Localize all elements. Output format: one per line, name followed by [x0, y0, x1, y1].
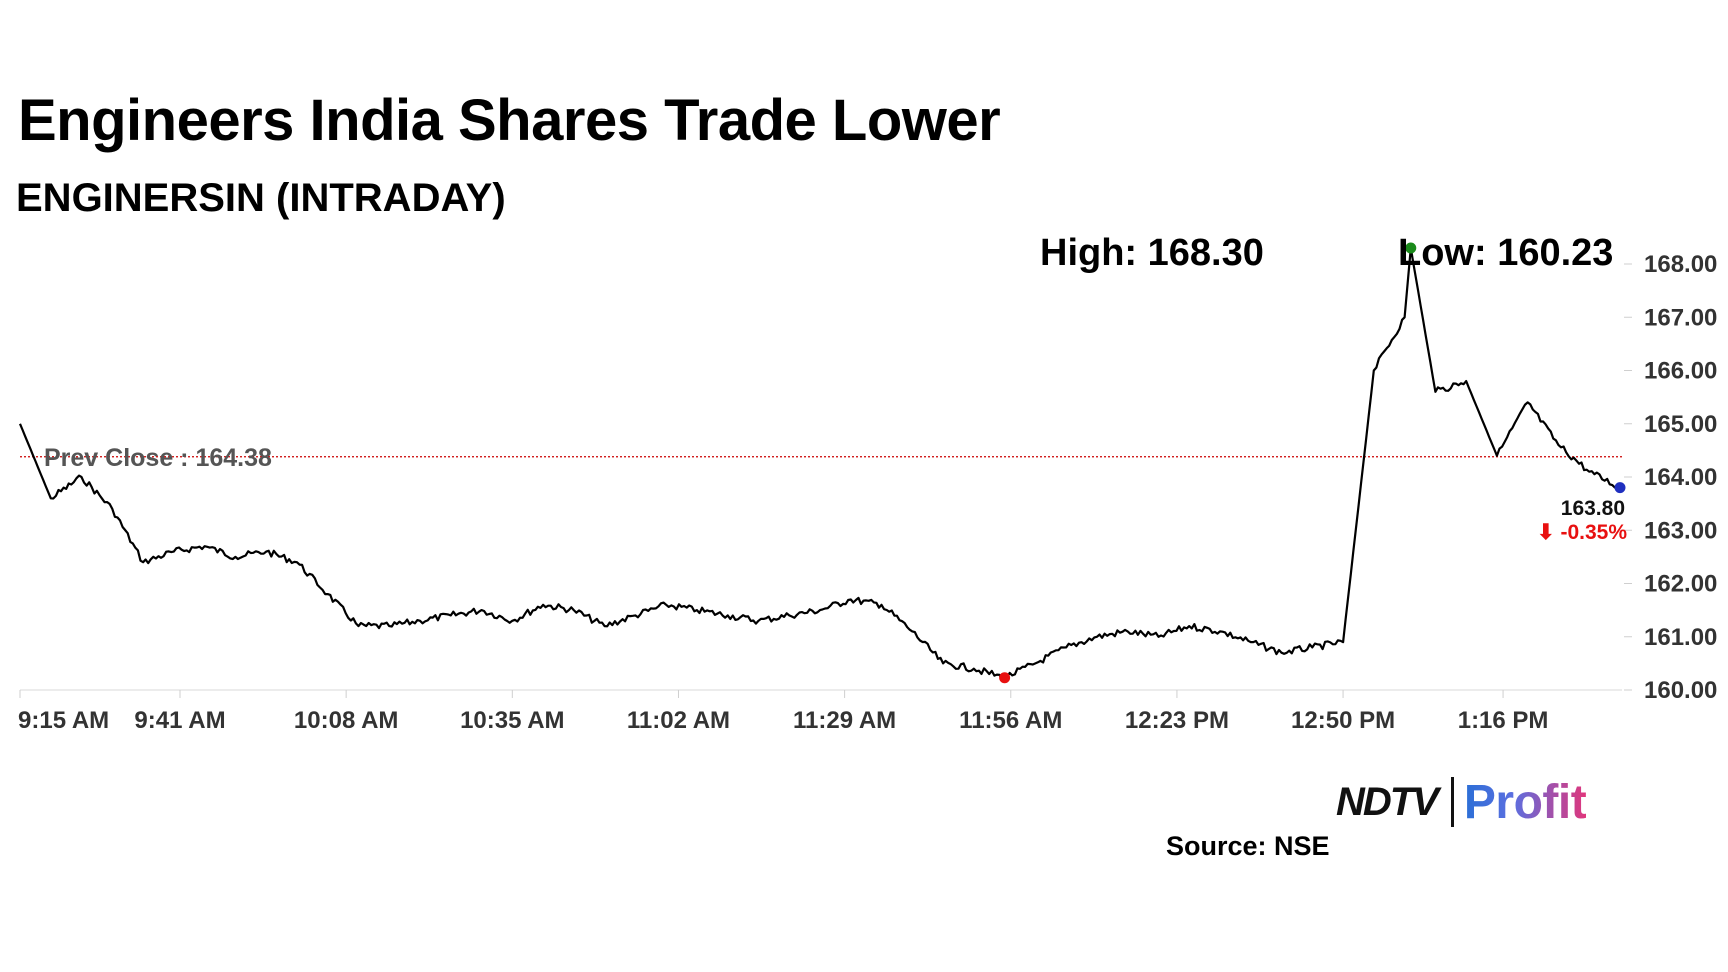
y-tick-label: 164.00: [1644, 464, 1717, 491]
x-tick-label: 12:23 PM: [1125, 707, 1229, 734]
x-tick-label: 10:35 AM: [460, 707, 564, 734]
prev-close-label: Prev Close : 164.38: [44, 444, 272, 472]
y-tick-label: 167.00: [1644, 304, 1717, 331]
x-tick-label: 11:02 AM: [627, 707, 730, 734]
chart-subtitle: ENGINERSIN (INTRADAY): [16, 176, 506, 220]
x-tick-label: 11:29 AM: [793, 707, 896, 734]
chart-title: Engineers India Shares Trade Lower: [18, 88, 1001, 153]
x-tick-label: 9:15 AM: [18, 707, 109, 734]
y-tick-label: 162.00: [1644, 571, 1717, 598]
x-tick-label: 12:50 PM: [1291, 707, 1395, 734]
source-note: Source: NSE: [1166, 831, 1330, 861]
x-tick-label: 11:56 AM: [959, 707, 1062, 734]
y-tick-label: 166.00: [1644, 358, 1717, 385]
y-tick-label: 165.00: [1644, 411, 1717, 438]
low-marker: [999, 672, 1011, 684]
y-tick-label: 163.00: [1644, 517, 1717, 544]
logo-profit-text: Profit: [1463, 775, 1587, 829]
price-line: [18, 246, 1621, 682]
ndtv-profit-logo: NDTV Profit: [1336, 775, 1587, 829]
x-tick-label: 10:08 AM: [294, 707, 398, 734]
low-label: Low: 160.23: [1398, 232, 1613, 274]
high-label: High: 168.30: [1040, 232, 1264, 274]
last-price-label: 163.80: [1561, 497, 1625, 520]
y-tick-label: 161.00: [1644, 624, 1717, 651]
last-price-marker: [1614, 482, 1626, 494]
high-marker: [1405, 242, 1417, 254]
change-percent-label: ⬇ -0.35%: [1537, 521, 1627, 544]
x-tick-label: 1:16 PM: [1458, 707, 1549, 734]
x-tick-label: 9:41 AM: [134, 707, 225, 734]
y-tick-label: 168.00: [1644, 251, 1717, 278]
logo-divider: [1450, 777, 1454, 827]
y-tick-label: 160.00: [1644, 677, 1717, 704]
logo-ndtv-text: NDTV: [1336, 779, 1439, 824]
